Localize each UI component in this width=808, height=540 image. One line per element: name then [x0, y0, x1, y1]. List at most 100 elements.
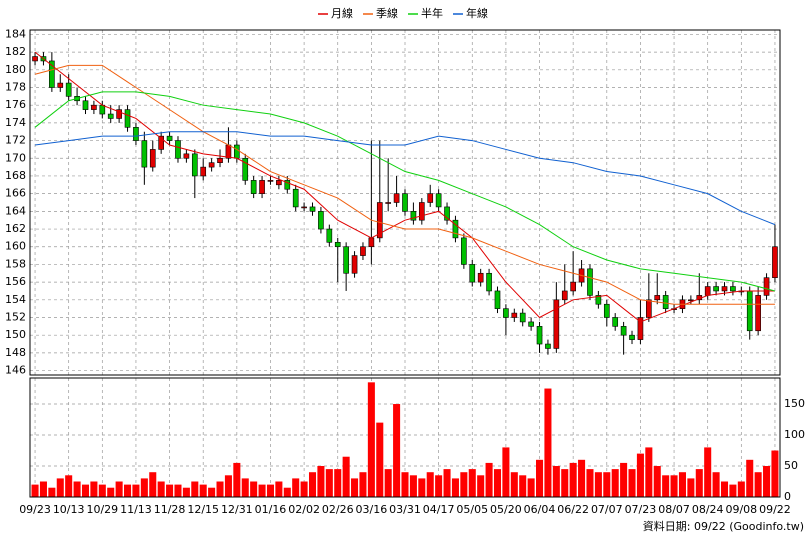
y2-tick-label: 150	[784, 397, 805, 410]
volume-bar	[174, 484, 182, 497]
candle-body	[713, 286, 719, 292]
candle-body	[418, 202, 425, 221]
candle-body	[721, 286, 728, 292]
candle-body	[191, 153, 198, 177]
candle-body	[402, 193, 408, 212]
x-tick-label: 06/04	[524, 503, 556, 516]
candle-body	[746, 290, 753, 332]
candle-body	[561, 290, 568, 301]
candle-body	[688, 299, 694, 302]
volume-bar	[477, 475, 485, 497]
volume-bar	[39, 481, 47, 497]
candle-body	[503, 308, 509, 318]
volume-bar	[393, 404, 401, 497]
volume-bar	[367, 382, 375, 497]
candle-body	[149, 149, 156, 168]
volume-bar	[536, 459, 544, 497]
y-tick-label: 152	[5, 311, 26, 324]
x-tick-label: 06/22	[557, 503, 589, 516]
y-tick-label: 156	[5, 275, 26, 288]
volume-bar	[283, 487, 291, 497]
x-tick-label: 04/17	[423, 503, 455, 516]
volume-bar	[519, 475, 527, 497]
x-tick-label: 09/22	[759, 503, 791, 516]
volume-bar	[771, 450, 779, 497]
volume-bar	[308, 472, 317, 497]
candle-body	[553, 299, 560, 349]
x-tick-label: 02/02	[288, 503, 320, 516]
volume-bar	[451, 478, 459, 497]
volume-bar	[754, 472, 762, 497]
candle-body	[620, 326, 627, 336]
volume-bar	[737, 481, 745, 497]
volume-bar	[241, 478, 249, 497]
candle-body	[511, 312, 518, 318]
legend-label: 月線	[331, 6, 353, 20]
legend-label: 半年	[421, 6, 443, 20]
volume-bar	[115, 481, 123, 497]
volume-bar	[384, 469, 392, 497]
volume-bar	[460, 472, 468, 497]
volume-bar	[695, 469, 703, 497]
legend-label: 年線	[466, 6, 488, 20]
volume-bar	[157, 481, 165, 497]
candle-body	[326, 228, 333, 243]
volume-bar	[720, 481, 729, 497]
candle-body	[477, 272, 484, 283]
x-tick-label: 07/07	[591, 503, 623, 516]
candle-body	[427, 193, 434, 203]
volume-bar	[409, 475, 417, 497]
volume-bar	[569, 462, 577, 497]
volume-bar	[65, 475, 73, 497]
moving-average-line	[34, 51, 775, 323]
volume-bar	[704, 447, 712, 497]
candle-body	[91, 104, 97, 110]
x-tick-label: 01/16	[255, 503, 287, 516]
candle-body	[637, 317, 644, 340]
candle-body	[763, 277, 770, 296]
volume-bar	[594, 472, 602, 497]
candle-body	[570, 281, 576, 292]
volume-bar	[544, 388, 552, 497]
candle-body	[393, 193, 400, 203]
volume-bar	[578, 459, 586, 497]
y-tick-label: 174	[5, 116, 26, 129]
candle-body	[603, 303, 610, 318]
candle-body	[343, 246, 349, 274]
moving-average-line	[34, 91, 776, 292]
candle-body	[250, 180, 257, 194]
candle-body	[444, 206, 450, 221]
y-tick-label: 150	[5, 328, 26, 341]
volume-bar	[426, 472, 434, 497]
candle-body	[49, 60, 55, 88]
candle-body	[124, 109, 131, 128]
y-tick-label: 184	[5, 27, 26, 40]
candle-body	[141, 140, 148, 168]
volume-bar	[48, 487, 56, 497]
candle-body	[259, 180, 265, 194]
candle-body	[276, 180, 282, 186]
x-tick-label: 11/28	[154, 503, 186, 516]
x-tick-label: 10/29	[86, 503, 118, 516]
candle-body	[82, 100, 89, 110]
volume-bar	[561, 469, 569, 497]
candle-body	[234, 144, 240, 159]
y-tick-label: 160	[5, 240, 26, 253]
volume-bar	[275, 481, 283, 497]
legend-label: 季線	[376, 6, 398, 20]
candle-body	[385, 202, 392, 204]
y-tick-label: 170	[5, 151, 26, 164]
volume-bar	[351, 478, 359, 497]
volume-bar	[687, 478, 695, 497]
volume-bar	[435, 475, 443, 497]
volume-bar	[191, 481, 199, 497]
x-tick-label: 12/15	[187, 503, 219, 516]
volume-bar	[334, 469, 342, 497]
candle-body	[200, 166, 207, 177]
candle-body	[225, 144, 232, 159]
candle-body	[99, 104, 106, 115]
y-tick-label: 146	[5, 364, 26, 377]
y-tick-label: 178	[5, 81, 26, 94]
x-tick-label: 07/23	[625, 503, 657, 516]
y2-tick-label: 0	[784, 490, 791, 503]
